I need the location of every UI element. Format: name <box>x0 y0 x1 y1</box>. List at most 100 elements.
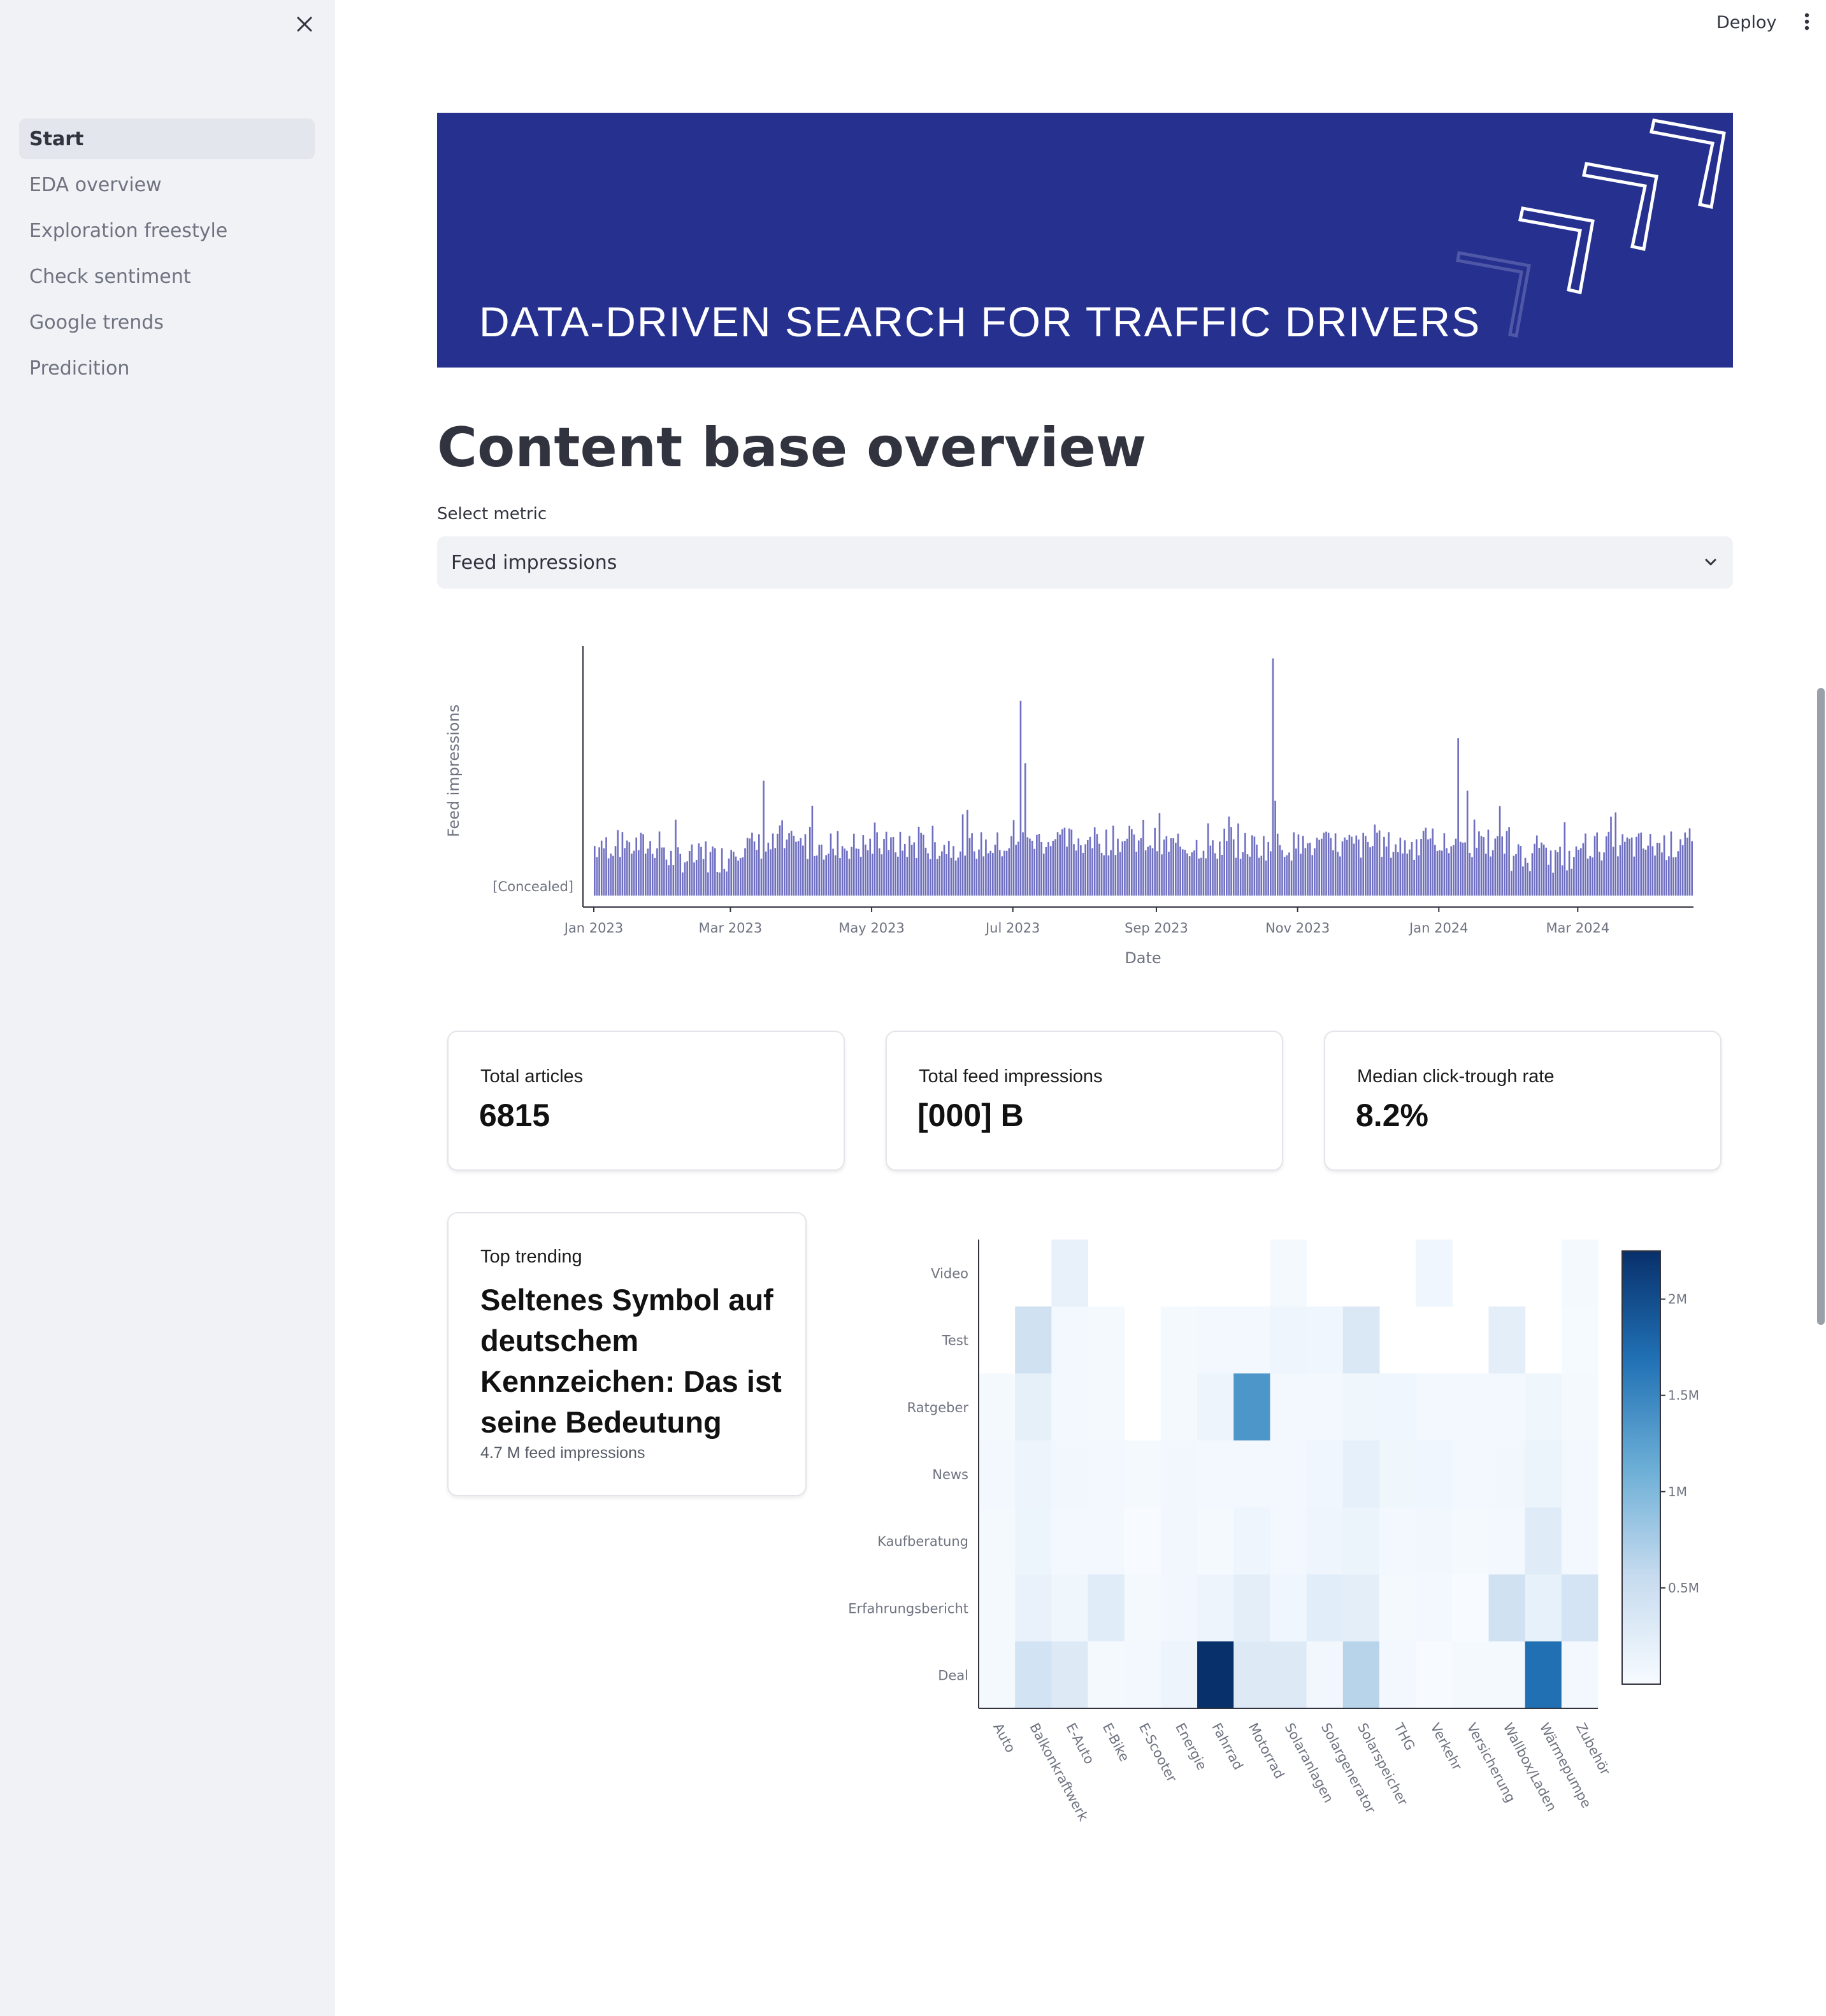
sidebar-item-google-trends[interactable]: Google trends <box>19 302 315 343</box>
chart-bar <box>1371 846 1374 896</box>
chart-bar <box>920 833 922 896</box>
chart-bar <box>1080 845 1082 896</box>
chart-bar <box>749 838 751 896</box>
heatmap-cell <box>1306 1641 1344 1709</box>
chart-bar <box>788 833 790 896</box>
sidebar-item-check-sentiment[interactable]: Check sentiment <box>19 256 315 297</box>
chart-bar <box>1686 838 1688 896</box>
heatmap-cell <box>1160 1373 1198 1441</box>
chart-bar <box>1575 846 1578 896</box>
chart-bar <box>1003 850 1005 896</box>
chart-bar <box>1643 848 1644 896</box>
heatmap-cell <box>1525 1507 1562 1575</box>
chart-bar <box>1001 856 1003 896</box>
heatmap-cell <box>1051 1306 1089 1374</box>
chart-bar <box>1603 852 1605 896</box>
sidebar-item-exploration-freestyle[interactable]: Exploration freestyle <box>19 210 315 251</box>
close-icon <box>297 17 312 32</box>
heatmap-cell <box>1233 1306 1270 1374</box>
chart-bar <box>1198 858 1200 896</box>
chart-bar <box>1181 849 1184 896</box>
heatmap-cell <box>1197 1574 1234 1642</box>
chart-bar <box>1432 828 1434 896</box>
sidebar-item-eda-overview[interactable]: EDA overview <box>19 164 315 205</box>
heatmap-cell <box>1416 1240 1453 1307</box>
chart-bar <box>651 854 654 896</box>
close-sidebar-button[interactable] <box>292 11 317 37</box>
chart-bar <box>1228 816 1230 896</box>
chart-bar <box>1334 833 1337 896</box>
sidebar-item-start[interactable]: Start <box>19 118 315 159</box>
heatmap-cell <box>1233 1373 1270 1441</box>
chart-bar <box>1392 852 1395 896</box>
chart-bar <box>945 854 947 896</box>
sidebar-item-label: Exploration freestyle <box>29 219 228 242</box>
heatmap-cell <box>1270 1641 1307 1709</box>
chart-bar <box>1441 850 1443 896</box>
heatmap-cell <box>1270 1440 1307 1508</box>
chart-bar <box>756 850 758 896</box>
deploy-button[interactable]: Deploy <box>1707 8 1786 37</box>
main-menu-button[interactable] <box>1794 9 1820 34</box>
chart-bar <box>688 851 691 896</box>
heatmap-cell <box>1379 1507 1416 1575</box>
chart-bar <box>635 837 638 896</box>
chart-bar <box>947 841 950 896</box>
chart-bar <box>670 850 672 896</box>
heatmap-cell <box>1197 1373 1234 1441</box>
chart-bar <box>802 845 804 896</box>
chart-bar <box>1529 871 1531 896</box>
chart-bar <box>1582 843 1585 896</box>
chart-bar <box>1304 848 1307 896</box>
chart-bar <box>763 780 765 896</box>
chart-bar <box>922 834 924 896</box>
heatmap-x-label: E-Auto <box>1063 1720 1098 1766</box>
sidebar-item-predicition[interactable]: Predicition <box>19 348 315 389</box>
chart-bar <box>1362 833 1364 896</box>
heatmap-x-label: Auto <box>990 1720 1018 1755</box>
chart-bar <box>1367 841 1369 896</box>
chart-bar <box>1031 840 1033 896</box>
chart-bar <box>1068 828 1070 896</box>
chart-bar <box>1644 849 1647 896</box>
chart-bar <box>1355 835 1358 896</box>
top-trending-title: Seltenes Symbol auf deutschem Kennzeiche… <box>480 1283 782 1439</box>
heatmap-cell <box>1197 1641 1234 1709</box>
chart-bar <box>758 834 760 896</box>
chart-bar <box>1323 833 1325 896</box>
chart-bar <box>1246 854 1249 896</box>
chart-bar <box>1668 856 1670 896</box>
chart-bar <box>1654 855 1656 896</box>
chart-bar <box>1163 840 1165 896</box>
chart-bar <box>1535 835 1538 896</box>
chart-bar <box>846 850 848 896</box>
chart-bar <box>872 854 873 896</box>
chart-bar <box>973 851 975 896</box>
metric-select[interactable]: Feed impressions <box>437 536 1733 589</box>
chart-bar <box>790 831 793 896</box>
heatmap-x-label: Verkehr <box>1427 1720 1465 1773</box>
chart-bar <box>1541 842 1542 896</box>
chart-bar <box>716 871 719 896</box>
metric-card-median-ctr: Median click-trough rate 8.2% <box>1324 1031 1722 1171</box>
heatmap-cell <box>1306 1440 1344 1508</box>
chart-bar <box>917 826 920 896</box>
chart-bar <box>852 833 855 896</box>
chart-bar <box>726 871 728 896</box>
chart-bar <box>1005 850 1008 896</box>
scrollbar-thumb[interactable] <box>1817 688 1825 1325</box>
chart-bar <box>1124 841 1126 896</box>
chart-bar <box>772 833 774 896</box>
metric-label: Total articles <box>480 1066 584 1087</box>
chart-bar <box>1318 840 1320 896</box>
metric-card-total-feed-impressions: Total feed impressions [000] B <box>886 1031 1283 1171</box>
chart-bar <box>1063 827 1066 896</box>
chart-bar <box>1327 833 1330 896</box>
heatmap-cell <box>1051 1507 1089 1575</box>
chart-bar <box>1661 852 1663 896</box>
heatmap-cell <box>1124 1507 1161 1575</box>
heatmap-cell <box>979 1373 1016 1441</box>
chart-bar <box>1022 832 1024 896</box>
chart-bar <box>1195 840 1198 896</box>
chart-bar <box>719 872 721 896</box>
